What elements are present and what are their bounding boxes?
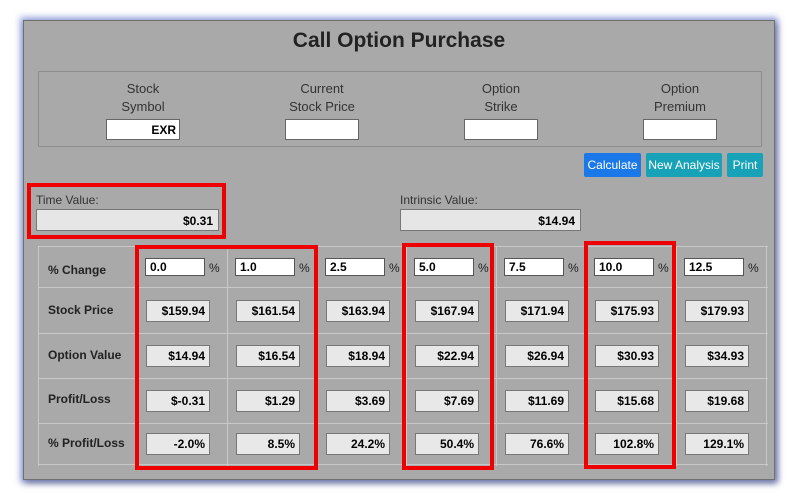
stock-price-cell: $179.93	[685, 300, 749, 322]
option-value-cell: $16.54	[236, 345, 300, 367]
option-value-cell: $14.94	[146, 345, 210, 367]
intrinsic-value-label: Intrinsic Value:	[400, 193, 478, 207]
profit-loss-cell: $19.68	[685, 390, 749, 412]
time-value-field: $0.31	[36, 209, 219, 231]
profit-loss-cell: $1.29	[236, 390, 300, 412]
current-stock-price-label-2: Stock Price	[289, 99, 355, 114]
option-value-cell: $34.93	[685, 345, 749, 367]
pct-change-input[interactable]	[325, 258, 385, 276]
call-option-window: Call Option Purchase Stock Symbol Curren…	[23, 20, 775, 480]
pct-profit-loss-cell: 24.2%	[326, 433, 390, 455]
stock-symbol-label-1: Stock	[126, 81, 160, 96]
stock-price-cell: $163.94	[326, 300, 390, 322]
pct-change-input[interactable]	[504, 258, 564, 276]
option-value-cell: $26.94	[505, 345, 569, 367]
pct-change-input[interactable]	[235, 258, 295, 276]
calculate-button[interactable]: Calculate	[584, 153, 641, 177]
print-button[interactable]: Print	[727, 153, 763, 177]
pct-symbol: %	[658, 261, 669, 275]
pct-symbol: %	[478, 261, 489, 275]
option-value-cell: $18.94	[326, 345, 390, 367]
pct-change-input[interactable]	[145, 258, 205, 276]
scenario-table: % Change Stock Price Option Value Profit…	[38, 246, 768, 466]
row-label-pct-profit-loss: % Profit/Loss	[48, 436, 125, 450]
option-strike-group: Option Strike	[446, 80, 556, 140]
current-stock-price-group: Current Stock Price	[267, 80, 377, 140]
option-strike-label-1: Option	[481, 81, 521, 96]
pct-change-input[interactable]	[684, 258, 744, 276]
page-title: Call Option Purchase	[292, 29, 506, 52]
pct-profit-loss-cell: 50.4%	[415, 433, 479, 455]
pct-symbol: %	[389, 261, 400, 275]
current-stock-price-input[interactable]	[285, 119, 359, 140]
option-value-cell: $22.94	[415, 345, 479, 367]
pct-profit-loss-cell: 129.1%	[685, 433, 749, 455]
stock-symbol-label-2: Symbol	[121, 99, 165, 114]
stock-symbol-input[interactable]	[106, 119, 180, 140]
option-premium-label-1: Option	[660, 81, 700, 96]
pct-profit-loss-cell: 8.5%	[236, 433, 300, 455]
profit-loss-cell: $15.68	[595, 390, 659, 412]
profit-loss-cell: $11.69	[505, 390, 569, 412]
stock-price-cell: $159.94	[146, 300, 210, 322]
option-premium-label-2: Premium	[653, 99, 706, 114]
stock-price-cell: $167.94	[415, 300, 479, 322]
pct-symbol: %	[299, 261, 310, 275]
row-label-option-value: Option Value	[48, 348, 122, 362]
row-label-profit-loss: Profit/Loss	[48, 392, 111, 406]
profit-loss-cell: $-0.31	[146, 390, 210, 412]
pct-change-input[interactable]	[594, 258, 654, 276]
row-label-stock-price: Stock Price	[48, 303, 114, 317]
stock-price-cell: $161.54	[236, 300, 300, 322]
intrinsic-value-field: $14.94	[400, 209, 581, 231]
pct-symbol: %	[568, 261, 579, 275]
time-value-label: Time Value:	[36, 193, 99, 207]
inputs-panel: Stock Symbol Current Stock Price Option …	[38, 71, 762, 147]
option-strike-label-2: Strike	[484, 99, 518, 114]
row-label-pct-change: % Change	[48, 263, 107, 277]
pct-symbol: %	[209, 261, 220, 275]
pct-profit-loss-cell: -2.0%	[146, 433, 210, 455]
profit-loss-cell: $3.69	[326, 390, 390, 412]
pct-symbol: %	[748, 261, 759, 275]
new-analysis-button[interactable]: New Analysis	[646, 153, 722, 177]
stock-symbol-group: Stock Symbol	[88, 80, 198, 140]
option-premium-input[interactable]	[643, 119, 717, 140]
profit-loss-cell: $7.69	[415, 390, 479, 412]
option-strike-input[interactable]	[464, 119, 538, 140]
pct-profit-loss-cell: 76.6%	[505, 433, 569, 455]
option-premium-group: Option Premium	[625, 80, 735, 140]
current-stock-price-label-1: Current	[300, 81, 344, 96]
pct-change-input[interactable]	[414, 258, 474, 276]
stock-price-cell: $175.93	[595, 300, 659, 322]
option-value-cell: $30.93	[595, 345, 659, 367]
pct-profit-loss-cell: 102.8%	[595, 433, 659, 455]
stock-price-cell: $171.94	[505, 300, 569, 322]
